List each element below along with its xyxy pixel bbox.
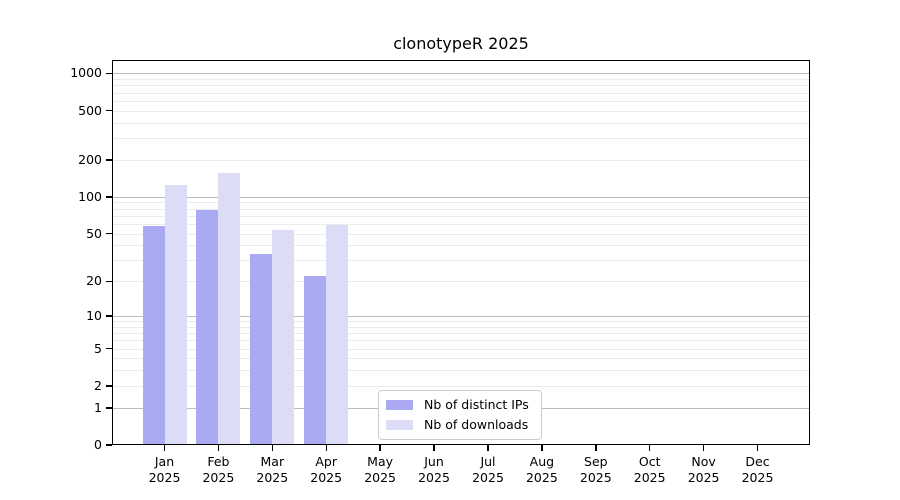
gridline-major xyxy=(112,196,810,198)
gridline-minor xyxy=(112,110,810,112)
x-tick-mark xyxy=(379,445,381,451)
x-tick-label: Aug 2025 xyxy=(525,454,558,485)
gridline-minor xyxy=(112,385,810,387)
x-tick-label: Nov 2025 xyxy=(687,454,720,485)
y-tick-mark xyxy=(106,109,112,112)
y-tick-label: 0 xyxy=(94,437,102,452)
gridline-minor xyxy=(112,370,810,372)
legend-swatch-distinct-ips-icon xyxy=(386,399,413,410)
y-tick-label: 2 xyxy=(94,377,102,393)
gridline-minor xyxy=(112,138,810,139)
gridline-minor xyxy=(112,202,810,204)
y-tick-mark xyxy=(106,385,112,387)
x-tick-label: Apr 2025 xyxy=(310,454,343,485)
x-tick-mark xyxy=(433,445,435,451)
y-tick-mark xyxy=(106,347,112,350)
gridline-minor xyxy=(112,208,810,210)
y-tick-label: 1000 xyxy=(70,65,102,81)
gridline-minor xyxy=(112,260,810,262)
bar-distinct-ips xyxy=(304,276,327,445)
bar-downloads xyxy=(326,224,349,445)
gridline-minor xyxy=(112,215,810,217)
chart-title: clonotypeR 2025 xyxy=(393,34,529,53)
x-tick-label: Jul 2025 xyxy=(472,454,504,485)
gridline-minor xyxy=(112,326,810,328)
y-tick-label: 20 xyxy=(86,273,102,289)
gridline-minor xyxy=(112,321,810,323)
x-tick-mark xyxy=(595,445,597,451)
gridline-major xyxy=(112,316,810,317)
x-tick-mark xyxy=(163,445,166,451)
bar-downloads xyxy=(164,184,187,445)
y-tick-mark xyxy=(106,159,112,161)
gridline-minor xyxy=(112,85,810,87)
y-tick-label: 1 xyxy=(94,399,102,415)
x-tick-mark xyxy=(756,445,759,451)
bar-distinct-ips xyxy=(142,225,165,445)
gridline-minor xyxy=(112,122,810,124)
x-tick-label: Sep 2025 xyxy=(579,454,612,485)
y-tick-mark xyxy=(106,196,112,198)
y-tick-mark xyxy=(106,444,112,446)
y-tick-mark xyxy=(106,72,112,75)
x-tick-mark xyxy=(702,445,705,451)
x-tick-mark xyxy=(541,445,543,451)
y-tick-label: 100 xyxy=(78,188,102,204)
gridline-minor xyxy=(112,92,810,94)
y-tick-mark xyxy=(106,232,112,235)
bar-downloads xyxy=(272,230,295,445)
x-tick-label: Dec 2025 xyxy=(741,454,774,485)
gridline-minor xyxy=(112,159,810,161)
x-tick-label: Feb 2025 xyxy=(202,454,235,485)
x-tick-label: Jan 2025 xyxy=(148,454,181,485)
bar-distinct-ips xyxy=(250,253,273,445)
y-tick-label: 50 xyxy=(86,225,102,241)
gridline-minor xyxy=(112,233,810,235)
x-tick-mark xyxy=(217,445,220,451)
x-tick-label: Jun 2025 xyxy=(418,454,450,485)
gridline-major xyxy=(112,73,810,75)
bar-downloads xyxy=(218,173,241,445)
gridline-minor xyxy=(112,281,810,283)
x-tick-label: Oct 2025 xyxy=(633,454,666,485)
y-tick-label: 5 xyxy=(94,340,102,356)
legend-swatch-downloads-icon xyxy=(386,419,413,430)
y-tick-mark xyxy=(106,315,112,317)
x-tick-mark xyxy=(487,445,489,451)
x-tick-mark xyxy=(271,445,274,451)
y-tick-label: 500 xyxy=(78,102,102,118)
gridline-minor xyxy=(112,348,810,350)
gridline-minor xyxy=(112,358,810,360)
y-tick-mark xyxy=(106,407,112,409)
x-tick-mark xyxy=(648,445,651,451)
gridline-minor xyxy=(112,223,810,225)
legend-item-distinct-ips: Nb of distinct IPs xyxy=(386,397,532,412)
y-tick-mark xyxy=(106,280,112,282)
x-tick-mark xyxy=(325,445,327,451)
gridline-minor xyxy=(112,340,810,342)
x-tick-label: May 2025 xyxy=(364,454,396,485)
gridline-minor xyxy=(112,100,810,102)
y-tick-label: 200 xyxy=(78,151,102,167)
legend-item-downloads: Nb of downloads xyxy=(386,417,532,432)
legend-label-distinct-ips: Nb of distinct IPs xyxy=(424,397,529,412)
plot-area: 0 1 2 5 10 20 50 100 200 500 1000 Jan 2025 Feb 2025 M… xyxy=(70,60,810,485)
gridline-minor xyxy=(112,333,810,335)
legend-label-downloads: Nb of downloads xyxy=(424,417,529,432)
x-tick-label: Mar 2025 xyxy=(256,454,289,485)
legend: Nb of distinct IPs Nb of downloads xyxy=(378,390,542,440)
gridline-minor xyxy=(112,245,810,247)
bar-distinct-ips xyxy=(196,210,219,445)
y-tick-label: 10 xyxy=(86,308,102,323)
gridline-minor xyxy=(112,79,810,80)
